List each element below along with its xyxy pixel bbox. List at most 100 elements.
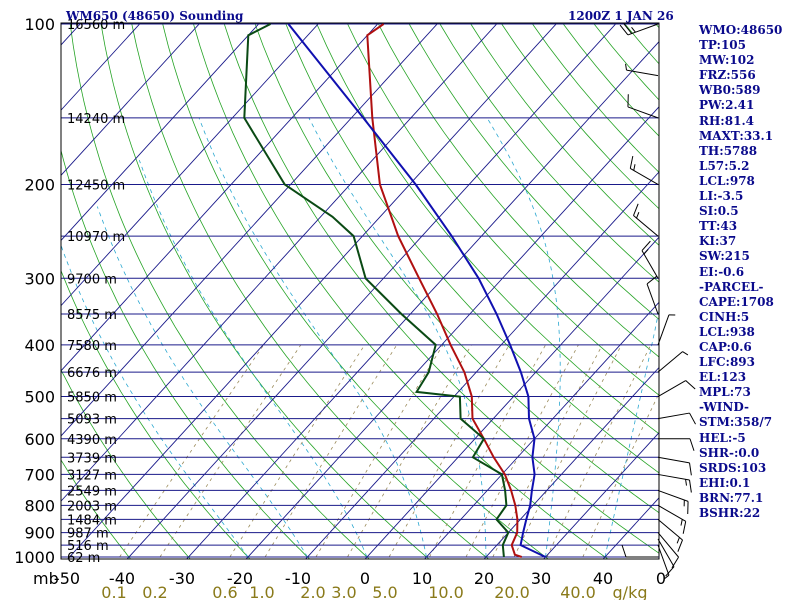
wind-barb-staff bbox=[657, 544, 670, 576]
index-entry: HEL:-5 bbox=[699, 430, 746, 445]
temperature-tick-label: 0 bbox=[656, 569, 666, 588]
dry-adiabat-line bbox=[316, 23, 659, 435]
index-entry: RH:81.4 bbox=[699, 113, 754, 128]
mixing-ratio-label: 2.0 bbox=[300, 583, 325, 600]
index-entry: WB0:589 bbox=[699, 83, 761, 98]
index-entry: CAPE:1708 bbox=[699, 294, 774, 309]
wind-barb-staff bbox=[657, 351, 683, 373]
wind-barb-staff bbox=[626, 69, 659, 77]
wind-barb-half-flag bbox=[625, 63, 627, 71]
height-label: 5850 m bbox=[67, 391, 117, 406]
wind-barb bbox=[657, 544, 670, 580]
wind-barb-flag bbox=[646, 275, 658, 285]
wind-barb bbox=[627, 94, 659, 119]
wind-barb-staff bbox=[657, 456, 690, 464]
wind-barb bbox=[657, 351, 689, 373]
temperature-tick-label: -40 bbox=[109, 569, 135, 588]
dewpoint-profile bbox=[243, 23, 510, 558]
dry-adiabat-line bbox=[61, 269, 251, 559]
wind-barb bbox=[657, 518, 683, 552]
wind-barb-flag bbox=[689, 462, 692, 476]
wind-barb bbox=[633, 203, 659, 237]
wind-barb-flag bbox=[689, 479, 692, 493]
wind-barb-staff bbox=[630, 168, 659, 185]
mixing-ratio-label: 1.0 bbox=[249, 583, 274, 600]
wind-barb-half-flag bbox=[676, 537, 680, 544]
index-entry: LI:-3.5 bbox=[699, 189, 744, 204]
moist-adiabat-line bbox=[61, 245, 249, 558]
isotherm-line bbox=[61, 23, 142, 111]
index-entry: TH:5788 bbox=[699, 143, 758, 158]
isotherm-line bbox=[67, 23, 558, 559]
wind-barb-staff bbox=[627, 23, 659, 36]
dry-adiabat-line bbox=[100, 23, 430, 559]
moist-adiabat-line bbox=[486, 117, 561, 558]
wind-barb-half-flag bbox=[636, 212, 640, 219]
isotherm-line bbox=[61, 23, 380, 372]
temperature-tick-label: -20 bbox=[227, 569, 253, 588]
wind-barb-staff bbox=[657, 538, 675, 567]
wind-barb-flag bbox=[665, 566, 675, 577]
index-entry: MPL:73 bbox=[699, 385, 751, 400]
pressure-unit-label: mb bbox=[33, 569, 59, 588]
height-label: 987 m bbox=[67, 527, 109, 542]
index-entry: LCL:978 bbox=[699, 173, 755, 188]
wind-barb-staff bbox=[657, 518, 683, 541]
index-entry: SI:0.5 bbox=[699, 204, 739, 219]
temperature-tick-label: -30 bbox=[169, 569, 195, 588]
dry-adiabat-line bbox=[61, 459, 132, 559]
height-label: 516 m bbox=[67, 539, 109, 554]
index-entry: LCL:938 bbox=[699, 324, 755, 339]
index-entry: -PARCEL- bbox=[699, 279, 764, 294]
wind-barb-flag bbox=[677, 539, 683, 552]
wind-barb-staff bbox=[646, 283, 659, 315]
wind-barb bbox=[657, 314, 676, 346]
wind-barb bbox=[657, 412, 696, 425]
index-entry: SW:215 bbox=[699, 249, 750, 264]
wind-barb bbox=[641, 240, 659, 279]
wind-barb-half-flag bbox=[685, 479, 687, 486]
wind-barb-staff bbox=[627, 106, 659, 119]
temperature-tick-label: 30 bbox=[531, 569, 551, 588]
wind-barb bbox=[621, 544, 658, 558]
height-label: 10970 m bbox=[67, 230, 125, 245]
isotherm-line bbox=[245, 106, 659, 559]
pressure-tick-label: 300 bbox=[24, 269, 55, 288]
temperature-profile bbox=[366, 23, 523, 558]
isotherm-line bbox=[424, 301, 659, 559]
wind-barb bbox=[657, 473, 692, 493]
index-entry: MAXT:33.1 bbox=[699, 128, 774, 143]
dry-adiabat-line bbox=[223, 23, 659, 554]
wind-barb bbox=[629, 155, 659, 185]
dry-adiabat-line bbox=[470, 23, 659, 246]
isotherm-line bbox=[364, 236, 659, 559]
index-entry: CAP:0.6 bbox=[699, 339, 752, 354]
wind-barb-staff bbox=[657, 532, 679, 558]
wind-barb bbox=[657, 489, 689, 515]
dry-adiabat-line bbox=[61, 369, 191, 559]
wind-barb-staff bbox=[657, 504, 686, 522]
height-label: 16560 m bbox=[67, 18, 125, 33]
height-label: 14240 m bbox=[67, 112, 125, 127]
index-entry: EHI:0.1 bbox=[699, 475, 751, 490]
wind-barb-staff bbox=[641, 250, 659, 279]
wind-barb bbox=[658, 438, 695, 451]
plot-frame bbox=[60, 22, 660, 560]
pressure-tick-label: 800 bbox=[24, 496, 55, 515]
index-entry: BSHR:22 bbox=[699, 506, 761, 520]
wind-barb bbox=[657, 504, 687, 534]
mixing-ratio-label: 20.0 bbox=[494, 583, 530, 600]
dry-adiabat-line bbox=[162, 23, 549, 559]
mixing-ratio-unit-label: g/kg bbox=[613, 583, 648, 600]
wind-barb-staff bbox=[657, 489, 689, 502]
index-entry: EI:-0.6 bbox=[699, 264, 745, 279]
mixing-ratio-label: 40.0 bbox=[560, 583, 596, 600]
index-entry: KI:37 bbox=[699, 234, 737, 249]
index-entry: TP:105 bbox=[699, 38, 747, 53]
height-label: 4390 m bbox=[67, 433, 117, 448]
wind-barb-flag bbox=[619, 24, 629, 36]
isotherm-line bbox=[61, 23, 499, 502]
wind-barb-half-flag bbox=[643, 248, 649, 255]
mixing-ratio-label: 10.0 bbox=[428, 583, 464, 600]
